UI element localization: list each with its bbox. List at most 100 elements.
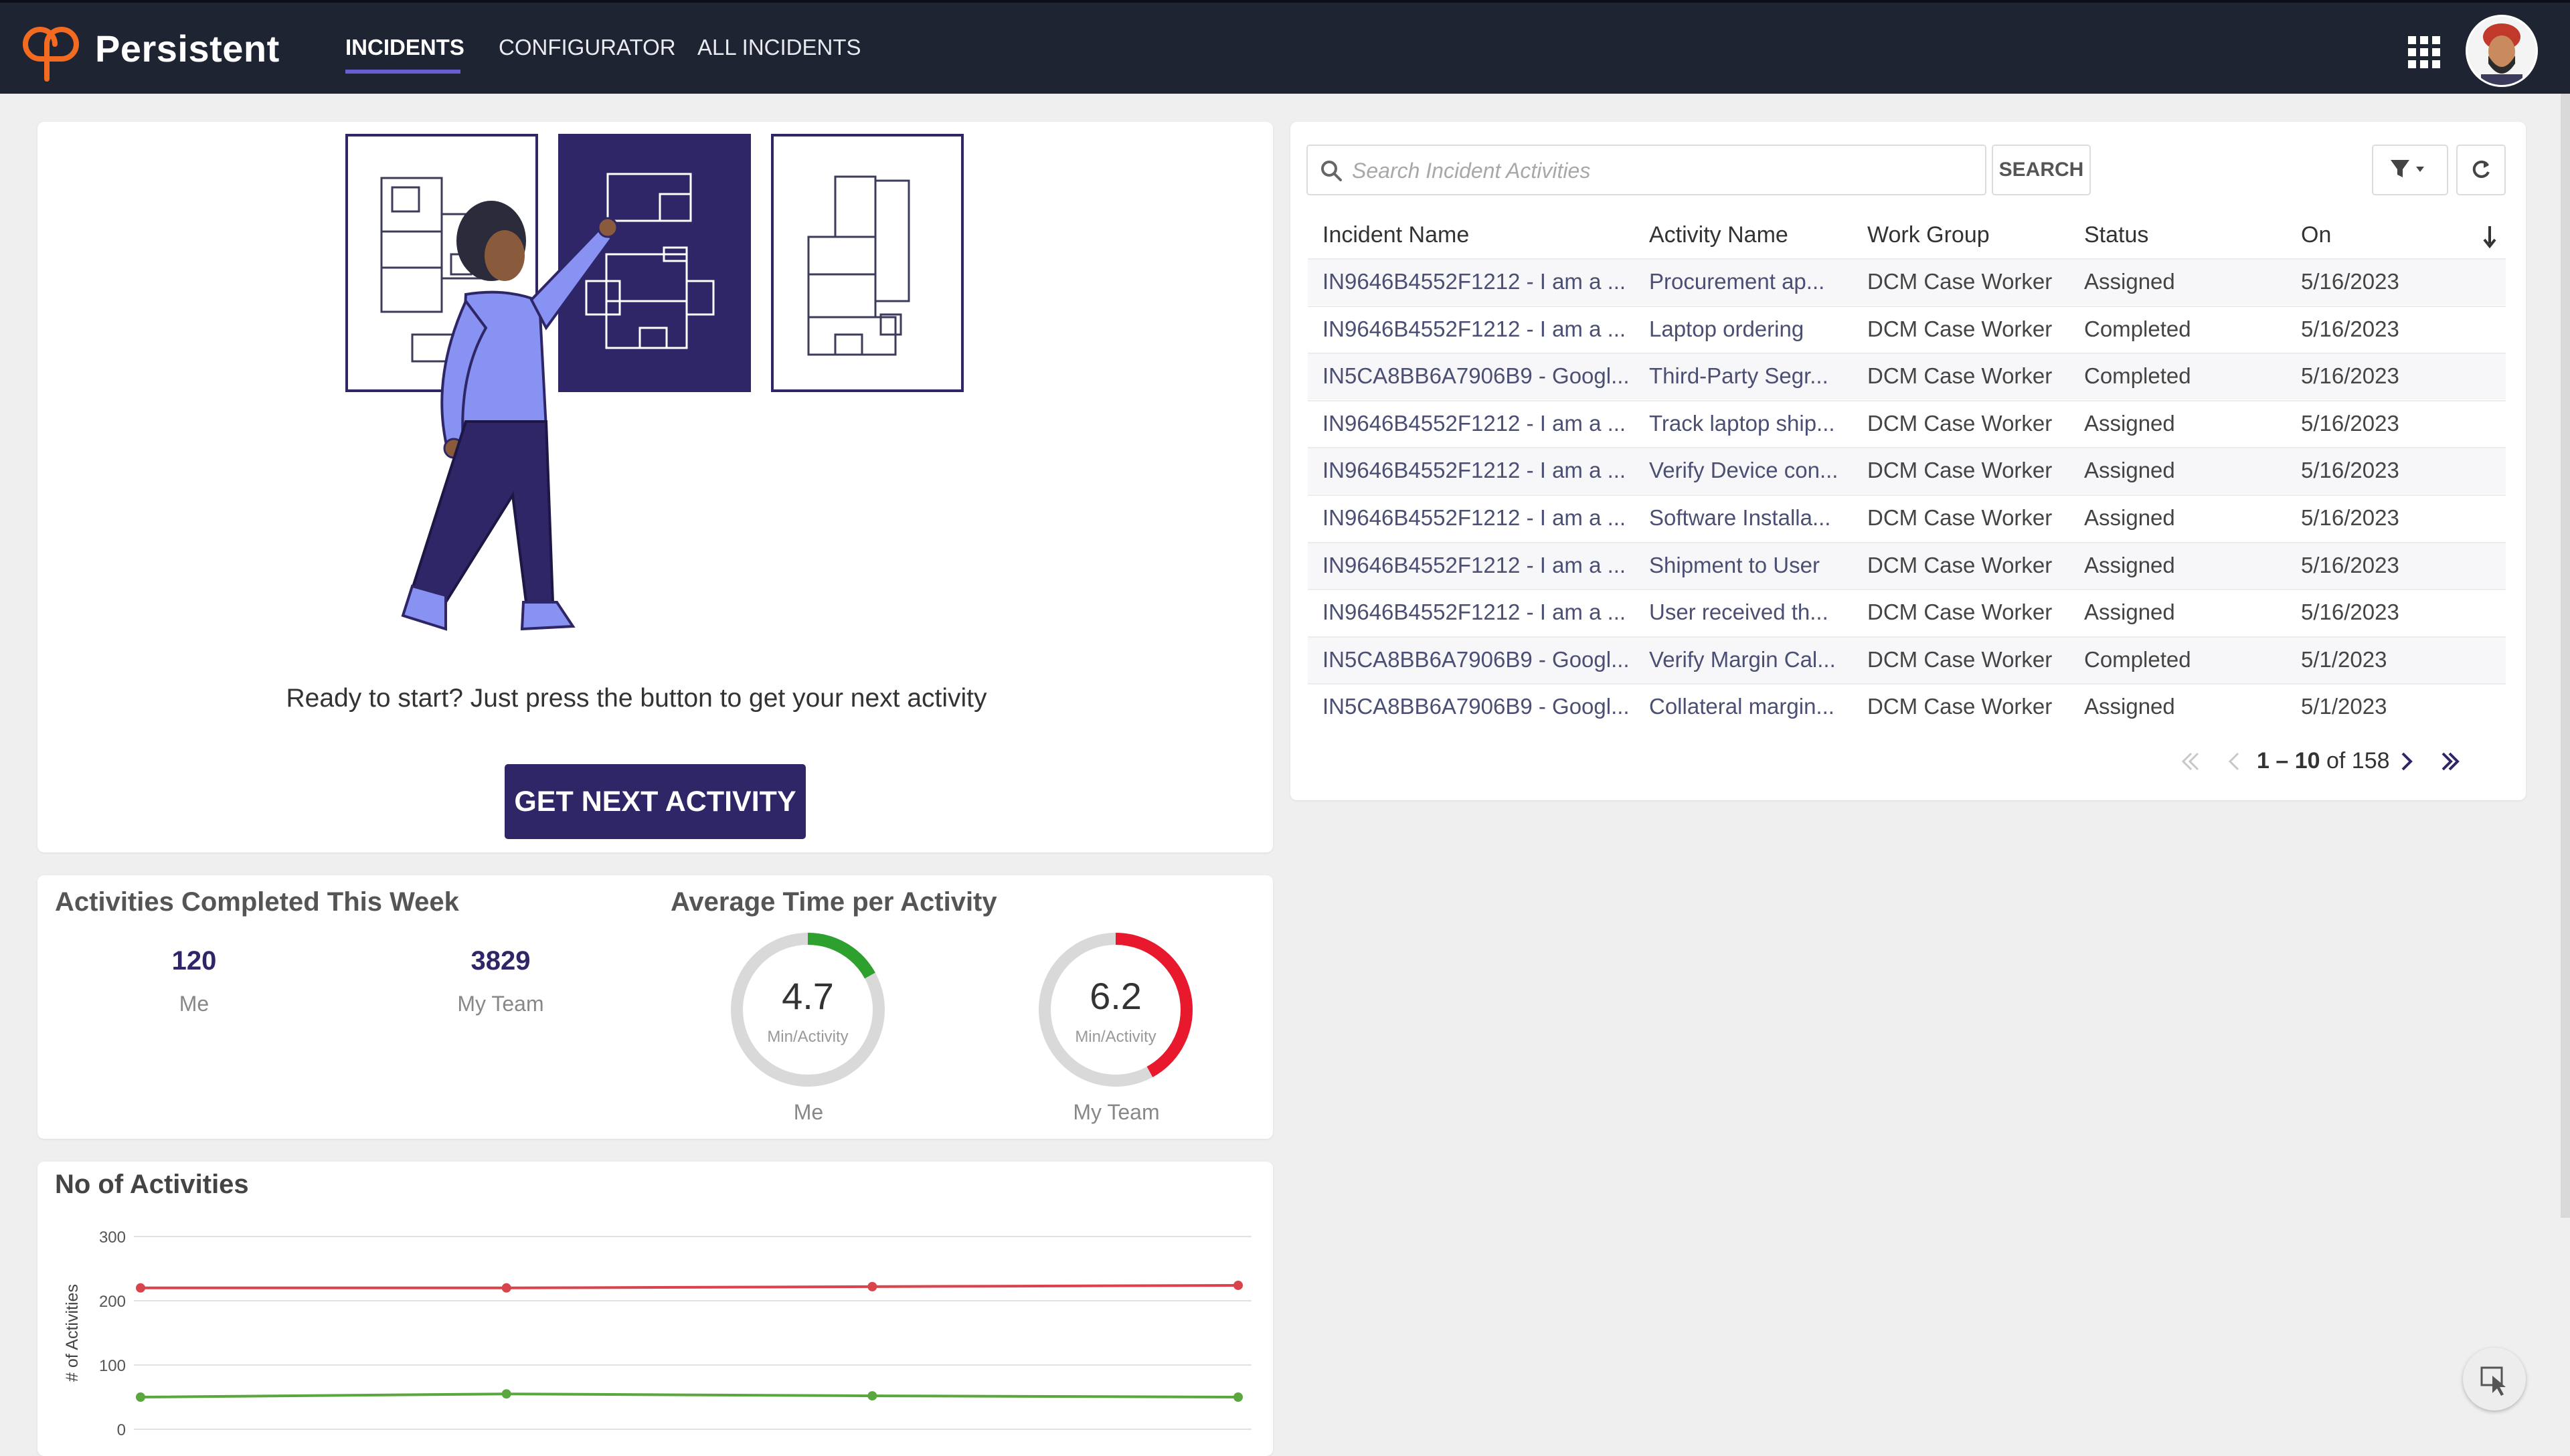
series-line-1 — [140, 1392, 1239, 1398]
y-tick-label: 0 — [117, 1421, 126, 1436]
gauge-team-arc — [1039, 933, 1193, 1087]
activities-chart-card — [37, 1162, 1273, 1456]
cell-incident-name[interactable]: IN9646B4552F1212 - I am a ... — [1322, 600, 1626, 625]
user-avatar[interactable] — [2466, 15, 2538, 87]
last-page-icon[interactable] — [2437, 748, 2464, 775]
brand-name[interactable]: Persistent — [95, 27, 280, 70]
col-header-incident-name[interactable]: Incident Name — [1322, 222, 1470, 248]
cell-incident-name[interactable]: IN9646B4552F1212 - I am a ... — [1322, 410, 1626, 436]
cell-on-date: 5/1/2023 — [2301, 694, 2387, 719]
gauge-team — [1039, 933, 1193, 1087]
cell-work-group: DCM Case Worker — [1867, 363, 2053, 389]
cell-work-group: DCM Case Worker — [1867, 316, 2053, 341]
page-scrollbar[interactable] — [2561, 94, 2570, 1218]
cell-incident-name[interactable]: IN5CA8BB6A7906B9 - Googl... — [1322, 646, 1630, 672]
cell-on-date: 5/16/2023 — [2301, 316, 2399, 341]
table-row[interactable]: IN5CA8BB6A7906B9 - Googl... Third-Party S… — [1308, 353, 2506, 400]
table-row[interactable]: IN9646B4552F1212 - I am a ... User receiv… — [1308, 589, 2506, 636]
cell-incident-name[interactable]: IN9646B4552F1212 - I am a ... — [1322, 316, 1626, 341]
table-row[interactable]: IN9646B4552F1212 - I am a ... Track lapto… — [1308, 399, 2506, 447]
cell-work-group: DCM Case Worker — [1867, 410, 2053, 436]
table-row[interactable]: IN9646B4552F1212 - I am a ... Software In… — [1308, 494, 2506, 541]
search-box — [1306, 145, 1986, 195]
filter-button[interactable] — [2372, 145, 2448, 195]
gauge-me-arc — [731, 933, 885, 1087]
cell-activity-name[interactable]: Collateral margin... — [1649, 694, 1834, 719]
cell-status: Assigned — [2084, 552, 2175, 577]
cell-incident-name[interactable]: IN9646B4552F1212 - I am a ... — [1322, 458, 1626, 483]
col-header-activity-name[interactable]: Activity Name — [1649, 222, 1788, 248]
cell-incident-name[interactable]: IN9646B4552F1212 - I am a ... — [1322, 505, 1626, 530]
data-point[interactable] — [136, 1392, 145, 1402]
gauge-me-value: 4.7 — [782, 975, 834, 1017]
sort-descending-icon[interactable] — [2482, 223, 2498, 250]
cell-activity-name[interactable]: Verify Margin Cal... — [1649, 646, 1836, 672]
cell-activity-name[interactable]: User received th... — [1649, 600, 1828, 625]
cell-incident-name[interactable]: IN5CA8BB6A7906B9 - Googl... — [1322, 694, 1630, 719]
completed-me-label: Me — [179, 992, 209, 1016]
cell-incident-name[interactable]: IN9646B4552F1212 - I am a ... — [1322, 552, 1626, 577]
filter-funnel-icon — [2391, 159, 2424, 177]
cell-on-date: 5/16/2023 — [2301, 505, 2399, 530]
refresh-icon — [2472, 160, 2490, 178]
gauge-me-label: Me — [793, 1100, 824, 1124]
data-point[interactable] — [867, 1281, 877, 1291]
previous-page-icon[interactable] — [2221, 748, 2247, 775]
data-point[interactable] — [867, 1391, 877, 1401]
table-row[interactable]: IN5CA8BB6A7906B9 - Googl... Verify Margin… — [1308, 636, 2506, 683]
series-line-0 — [141, 1283, 1239, 1289]
cell-activity-name[interactable]: Track laptop ship... — [1649, 410, 1835, 436]
cell-incident-name[interactable]: IN9646B4552F1212 - I am a ... — [1322, 269, 1626, 294]
cell-activity-name[interactable]: Software Installa... — [1649, 505, 1831, 530]
activities-completed-title: Activities Completed This Week — [55, 887, 459, 917]
refresh-button[interactable] — [2456, 145, 2506, 195]
cell-work-group: DCM Case Worker — [1867, 646, 2053, 672]
cell-status: Assigned — [2084, 410, 2175, 436]
completed-team-label: My Team — [457, 992, 544, 1016]
get-next-activity-button[interactable]: GET NEXT ACTIVITY — [505, 764, 806, 839]
pagination-status: 1 – 10 of 158 — [2257, 748, 2390, 774]
cell-activity-name[interactable]: Verify Device con... — [1649, 458, 1838, 483]
cell-incident-name[interactable]: IN5CA8BB6A7906B9 - Googl... — [1322, 363, 1630, 389]
cell-on-date: 5/16/2023 — [2301, 410, 2399, 436]
table-row[interactable]: IN9646B4552F1212 - I am a ... Procurement… — [1308, 258, 2506, 305]
nav-tab-incidents[interactable]: INCIDENTS — [345, 35, 464, 60]
user-portrait-icon — [2468, 17, 2536, 85]
cell-activity-name[interactable]: Procurement ap... — [1649, 269, 1825, 294]
data-point[interactable] — [136, 1283, 145, 1293]
table-row[interactable]: IN9646B4552F1212 - I am a ... Shipment to… — [1308, 541, 2506, 589]
table-row[interactable]: IN5CA8BB6A7906B9 - Googl... Collateral ma… — [1308, 683, 2506, 730]
completed-team-value: 3829 — [470, 946, 531, 976]
data-point[interactable] — [1233, 1280, 1243, 1290]
floating-action-button[interactable] — [2463, 1348, 2526, 1410]
data-point[interactable] — [501, 1283, 511, 1293]
search-input[interactable] — [1351, 151, 1976, 190]
gauge-team-value: 6.2 — [1090, 975, 1142, 1017]
pagination-total: of 158 — [2320, 748, 2390, 774]
cell-activity-name[interactable]: Third-Party Segr... — [1649, 363, 1828, 389]
next-page-icon[interactable] — [2393, 748, 2420, 775]
cell-status: Assigned — [2084, 458, 2175, 483]
cell-on-date: 5/16/2023 — [2301, 552, 2399, 577]
nav-tab-all-incidents[interactable]: ALL INCIDENTS — [697, 35, 861, 60]
gauge-team-unit: Min/Activity — [1075, 1028, 1156, 1046]
cell-work-group: DCM Case Worker — [1867, 694, 2053, 719]
nav-tab-configurator[interactable]: CONFIGURATOR — [499, 35, 676, 60]
search-button[interactable]: SEARCH — [1992, 145, 2091, 195]
col-header-status[interactable]: Status — [2084, 222, 2149, 248]
data-point[interactable] — [1233, 1392, 1243, 1402]
table-row[interactable]: IN9646B4552F1212 - I am a ... Laptop orde… — [1308, 305, 2506, 353]
persistent-logo-icon[interactable] — [20, 17, 80, 82]
col-header-on[interactable]: On — [2301, 222, 2332, 248]
grid-icon[interactable] — [2408, 36, 2440, 68]
cell-status: Assigned — [2084, 505, 2175, 530]
col-header-work-group[interactable]: Work Group — [1867, 222, 1990, 248]
data-point[interactable] — [501, 1389, 511, 1399]
cell-activity-name[interactable]: Shipment to User — [1649, 552, 1820, 577]
first-page-icon[interactable] — [2176, 748, 2203, 775]
table-row[interactable]: IN9646B4552F1212 - I am a ... Verify Devi… — [1308, 447, 2506, 494]
search-icon — [1321, 161, 1342, 181]
cell-activity-name[interactable]: Laptop ordering — [1649, 316, 1804, 341]
cell-work-group: DCM Case Worker — [1867, 269, 2053, 294]
cell-status: Completed — [2084, 316, 2191, 341]
